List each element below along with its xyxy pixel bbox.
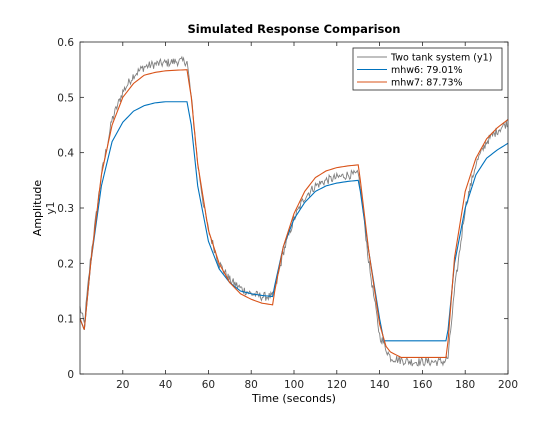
series-line-2 <box>79 101 509 342</box>
axes-layer: 20 40 60 80 100 120 140 160 180 200 0 0.1 0.2 0.3 0.4 0… <box>57 37 518 391</box>
legend-label-3: mhw7: 87.73% <box>391 78 463 89</box>
x-tick-label: 100 <box>284 379 304 391</box>
x-tick-label: 160 <box>412 379 432 391</box>
x-axis-label: Time (seconds) <box>251 392 336 405</box>
y-tick-label: 0.6 <box>57 37 74 49</box>
x-tick-label: 120 <box>327 379 347 391</box>
y-tick-label: 0 <box>67 369 74 381</box>
x-tick-label: 200 <box>498 379 518 391</box>
series-layer <box>79 55 509 367</box>
x-tick-label: 180 <box>455 379 475 391</box>
x-tick-label: 80 <box>245 379 258 391</box>
legend: Two tank system (y1)mhw6: 79.01% mhw7: 87… <box>352 47 503 91</box>
series-line-1 <box>79 55 508 367</box>
y-axis-label: Amplitude <box>31 180 44 237</box>
y-axis-sublabel: y1 <box>45 202 57 215</box>
y-tick-label: 0.4 <box>57 148 74 160</box>
y-tick-label: 0.3 <box>57 203 74 215</box>
legend-label-1: Two tank system (y1) <box>390 53 492 64</box>
y-tick-label: 0.5 <box>57 92 74 104</box>
x-tick-label: 140 <box>370 379 390 391</box>
x-tick-label: 40 <box>159 379 172 391</box>
plot-area <box>80 42 508 374</box>
series-line-3 <box>79 69 509 358</box>
y-tick-label: 0.2 <box>57 258 74 270</box>
y-tick-label: 0.1 <box>57 314 74 326</box>
x-tick-label: 20 <box>116 379 129 391</box>
x-tick-label: 60 <box>202 379 215 391</box>
legend-label-2: mhw6: 79.01% <box>391 65 463 76</box>
chart-title: Simulated Response Comparison <box>188 22 401 36</box>
